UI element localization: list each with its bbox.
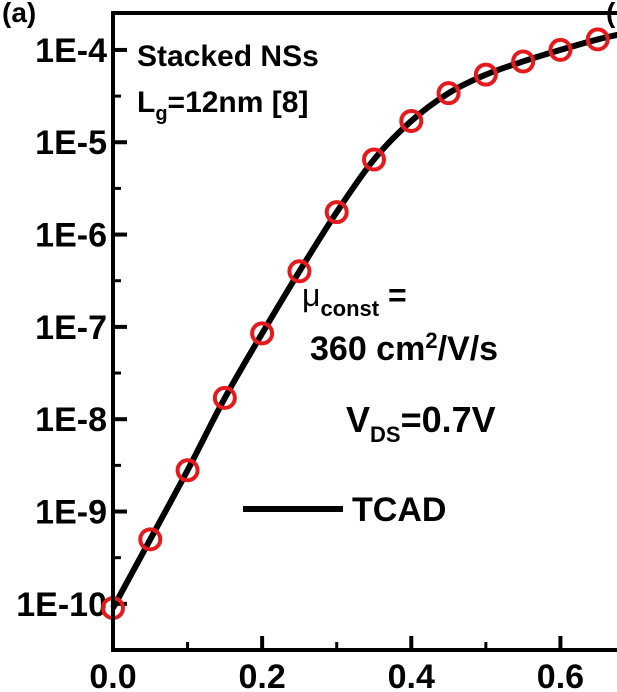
data-point-3 <box>212 385 237 410</box>
panel-label: (a) <box>2 0 36 28</box>
data-point-13 <box>585 27 610 52</box>
data-point-1 <box>138 527 163 552</box>
next-panel-label-fragment: ( <box>606 0 616 28</box>
plot-frame <box>111 11 617 652</box>
tcad-curve <box>110 31 617 610</box>
y-tick-label-6: 1E-10 <box>16 586 107 624</box>
y-tick-label-3: 1E-7 <box>35 309 107 347</box>
y-tick-label-4: 1E-8 <box>35 401 107 439</box>
y-axis-ticks: 1E-4 1E-5 1E-6 1E-7 1E-8 1E-9 1E-10 <box>16 32 127 624</box>
data-point-5 <box>287 259 312 284</box>
data-point-11 <box>511 49 536 74</box>
device-label: Stacked NSs <box>137 40 319 73</box>
data-point-12 <box>548 37 573 62</box>
y-tick-label-2: 1E-6 <box>35 217 107 255</box>
mobility-value: 360 cm2/V/s <box>310 328 498 368</box>
y-tick-label-0: 1E-4 <box>35 32 107 70</box>
x-tick-label-0: 0.0 <box>89 658 136 692</box>
data-point-9 <box>436 81 461 106</box>
mobility-label: μconst = <box>302 277 407 321</box>
y-tick-label-5: 1E-9 <box>35 494 107 532</box>
x-tick-label-1: 0.2 <box>239 658 286 692</box>
gate-length-label: Lg=12nm [8] <box>137 86 308 125</box>
tcad-curve-group <box>110 31 617 610</box>
data-point-2 <box>175 458 200 483</box>
legend-entry-tcad: TCAD <box>352 491 446 529</box>
vds-label: VDS=0.7V <box>346 399 496 447</box>
data-point-6 <box>324 200 349 225</box>
x-tick-label-2: 0.4 <box>388 658 435 692</box>
data-point-8 <box>399 108 424 133</box>
x-tick-label-3: 0.6 <box>537 658 584 692</box>
x-axis-ticks: 0.0 0.2 0.4 0.6 <box>89 636 584 692</box>
y-tick-label-1: 1E-5 <box>35 124 107 162</box>
data-point-7 <box>362 147 386 172</box>
data-point-10 <box>473 62 498 87</box>
data-point-4 <box>250 321 275 346</box>
